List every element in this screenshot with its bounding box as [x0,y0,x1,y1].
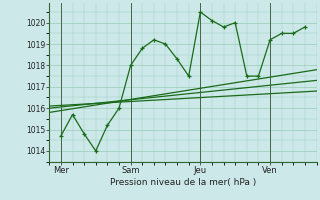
X-axis label: Pression niveau de la mer( hPa ): Pression niveau de la mer( hPa ) [110,178,256,187]
